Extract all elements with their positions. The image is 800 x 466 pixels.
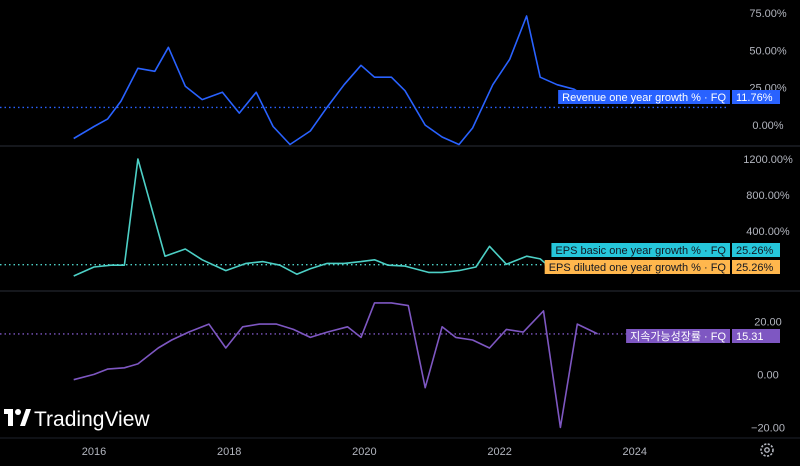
panel-bottom: −20.00 0.00 20.00 지속가능성장률 · FQ 15.31 (0, 302, 785, 434)
x-tick-label: 2024 (623, 446, 647, 458)
gear-icon[interactable] (760, 443, 774, 457)
last-value-tag-bg (732, 260, 780, 274)
last-value-tag-bg (732, 329, 780, 343)
series-name-label: EPS basic one year growth % · FQ (555, 245, 726, 257)
y-tick-label: 75.00% (749, 8, 787, 20)
series-tag-fq: 지속가능성장률 · FQ 15.31 (626, 329, 780, 343)
series-line-revenue-one-year-growth-fq (73, 15, 592, 146)
last-value-label: 11.76% (736, 92, 773, 104)
x-axis: 2016 2018 2020 2022 2024 (82, 446, 647, 458)
x-tick-label: 2020 (352, 446, 376, 458)
chart-panels: 0.00%25.00%50.00%75.00%Revenue one year … (0, 8, 793, 434)
panel-top: 0.00%25.00%50.00%75.00%Revenue one year … (0, 8, 787, 146)
series-name-tag-bg (544, 260, 730, 274)
y-tick-label: 50.00% (749, 45, 787, 57)
series-name-tag-bg (551, 243, 730, 257)
series-tag-revenue-one-year-growth-fq: Revenue one year growth % · FQ 11.76% (558, 90, 780, 104)
series-name-tag-bg (626, 329, 730, 343)
last-value-label: 15.31 (736, 331, 764, 343)
series-line-fq (73, 302, 598, 429)
series-tag-eps-basic-one-year-growth-fq: EPS basic one year growth % · FQ 25.26% (551, 243, 780, 257)
last-value-tag-bg (732, 90, 780, 104)
y-tick-label: 400.00% (746, 226, 790, 238)
last-value-tag-bg (732, 243, 780, 257)
last-value-label: 25.26% (736, 245, 774, 257)
x-tick-label: 2022 (487, 446, 511, 458)
panel-middle: 400.00% 800.00% 1200.00% EPS basic one year… (0, 154, 793, 277)
x-tick-label: 2018 (217, 446, 241, 458)
last-value-label: 25.26% (736, 262, 774, 274)
tradingview-logo: TradingView (4, 408, 150, 431)
y-tick-label: 800.00% (746, 190, 790, 202)
y-tick-label: 20.00 (754, 316, 782, 328)
y-tick-label: 0.00 (757, 369, 778, 381)
x-tick-label: 2016 (82, 446, 106, 458)
series-name-label: Revenue one year growth % · FQ (562, 92, 726, 104)
y-tick-label: −20.00 (751, 422, 785, 434)
series-name-tag-bg (558, 90, 730, 104)
panel-separators (0, 145, 800, 439)
y-tick-label: 0.00% (752, 120, 783, 132)
series-name-label: 지속가능성장률 · FQ (630, 330, 726, 343)
y-tick-label: 1200.00% (743, 154, 793, 166)
tradingview-logo-text: TradingView (34, 408, 150, 431)
series-name-label: EPS diluted one year growth % · FQ (549, 262, 727, 274)
tradingview-logo-icon (4, 409, 31, 426)
series-tag-eps-diluted-one-year-growth-fq: EPS diluted one year growth % · FQ 25.26% (544, 260, 780, 274)
series-line-eps-basic-one-year-growth-fq (73, 158, 572, 277)
